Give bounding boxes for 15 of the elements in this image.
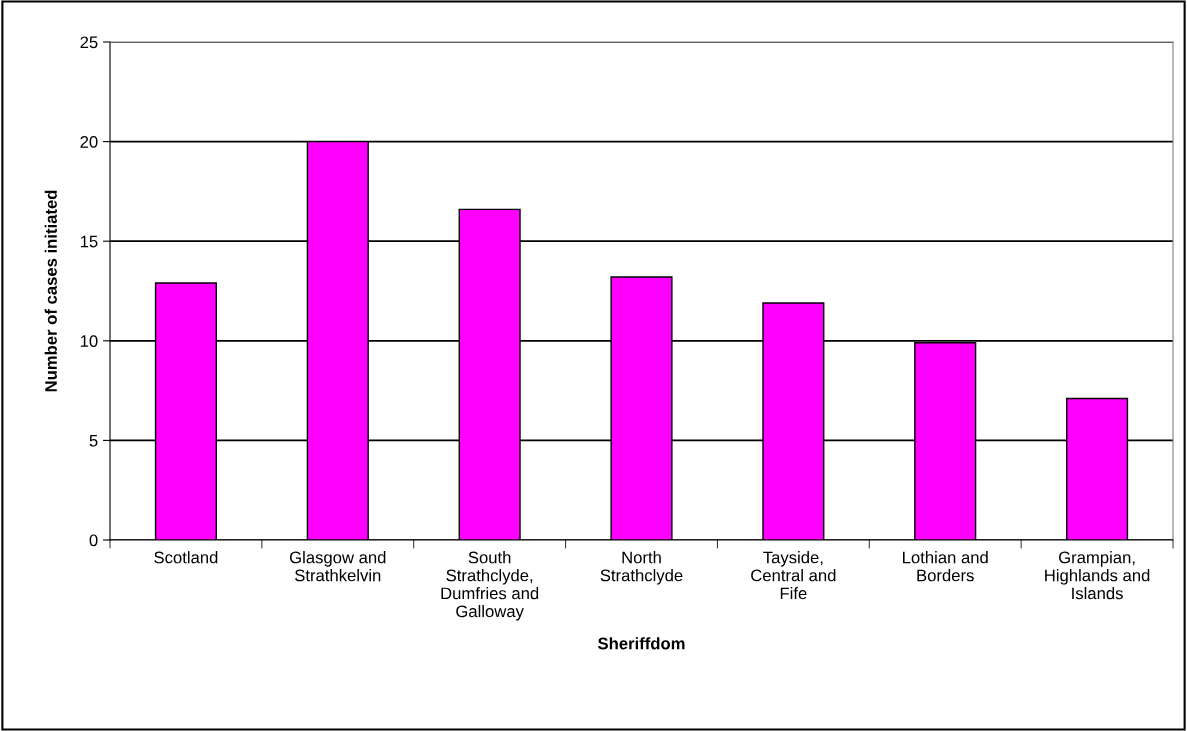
y-tick-label: 5	[89, 434, 98, 447]
x-tick-label: Tayside, Central and Fife	[751, 551, 836, 600]
x-tick-label: Lothian and Borders	[903, 551, 988, 582]
x-tick-label: South Strathclyde, Dumfries and Galloway	[441, 551, 539, 621]
y-tick-label: 25	[80, 36, 98, 49]
y-tick-label: 0	[89, 534, 98, 547]
y-tick-label: 20	[80, 136, 98, 148]
x-tick-label: North Strathclyde	[600, 551, 683, 585]
y-tick-label: 10	[80, 335, 98, 347]
y-tick-label: 15	[80, 235, 98, 248]
x-tick-label: Grampian, Highlands and Islands	[1045, 551, 1150, 600]
x-tick-label: Glasgow and Strathkelvin	[289, 551, 386, 582]
x-axis-title: Sheriffdom	[598, 637, 685, 650]
y-axis-title: Number of cases initiated	[44, 190, 57, 392]
x-tick-label: Scotland	[154, 551, 218, 564]
